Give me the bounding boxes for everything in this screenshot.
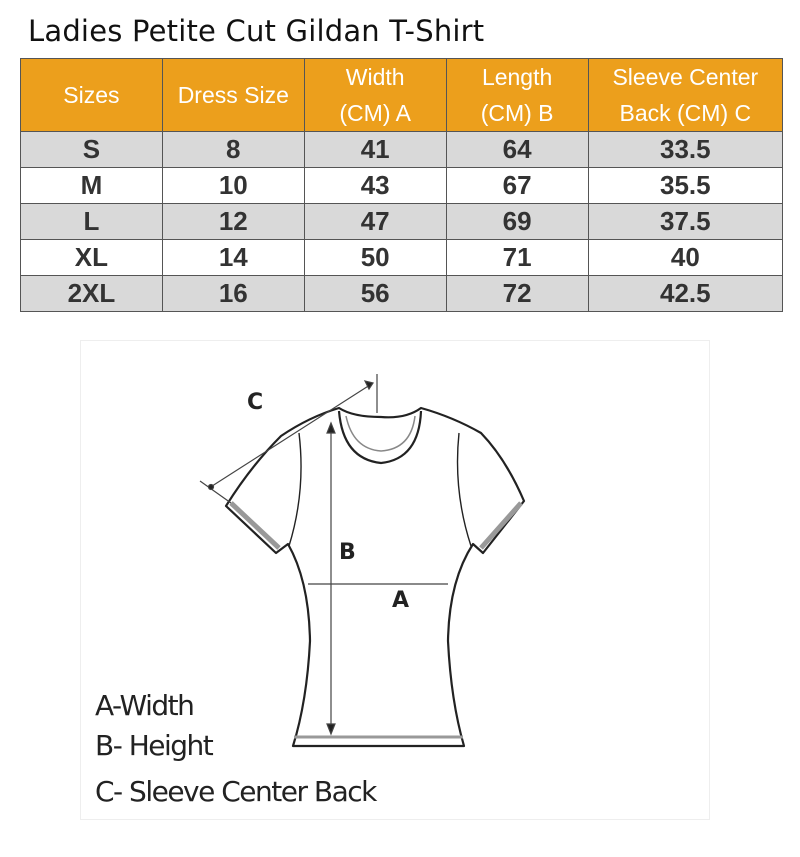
column-header-line: Dress Size [177, 82, 289, 108]
column-header: Length (CM) B [445, 58, 589, 132]
table-cell: 41 [303, 131, 447, 168]
label-b: B [339, 540, 356, 565]
table-cell: 50 [303, 239, 447, 276]
table-cell: L [20, 203, 163, 240]
tshirt-illustration: C B A [199, 374, 526, 748]
column-header-line: Back (CM) C [619, 100, 752, 126]
table-cell: M [20, 167, 163, 204]
label-a: A [392, 588, 409, 613]
table-cell: 71 [445, 239, 589, 276]
column-header-line: Width [345, 64, 405, 90]
legend-sleeve-center-back: C- Sleeve Center Back [95, 775, 377, 808]
table-row: 2XL 16 56 72 42.5 [20, 275, 784, 312]
table-cell: 37.5 [587, 203, 784, 240]
table-cell: 64 [445, 131, 589, 168]
label-c: C [247, 390, 263, 415]
table-row: S 8 41 64 33.5 [20, 131, 784, 168]
page-title: Ladies Petite Cut Gildan T-Shirt [28, 14, 485, 48]
table-cell: 69 [445, 203, 589, 240]
table-cell: 16 [161, 275, 305, 312]
column-header-line: Length [481, 64, 553, 90]
table-cell: 14 [161, 239, 305, 276]
column-header: Sleeve Center Back (CM) C [587, 58, 784, 132]
legend-width: A-Width [95, 689, 195, 722]
table-cell: 2XL [20, 275, 163, 312]
table-row: XL 14 50 71 40 [20, 239, 784, 276]
table-cell: XL [20, 239, 163, 276]
left-sleeve-seam [288, 432, 302, 547]
table-cell: 43 [303, 167, 447, 204]
column-header: Width (CM) A [303, 58, 447, 132]
collar-inner [345, 415, 416, 452]
table-cell: 33.5 [587, 131, 784, 168]
measure-c-line [208, 382, 374, 489]
column-header: Dress Size [161, 58, 305, 132]
table-cell: 72 [445, 275, 589, 312]
table-row: M 10 43 67 35.5 [20, 167, 784, 204]
table-cell: 67 [445, 167, 589, 204]
size-chart-table: Sizes Dress Size Width (CM) A Length (CM) B Sl… [20, 58, 784, 312]
table-cell: 10 [161, 167, 305, 204]
column-header-line: (CM) B [480, 100, 554, 126]
column-header-line: Sizes [63, 82, 120, 108]
table-cell: 47 [303, 203, 447, 240]
collar [337, 410, 423, 465]
table-cell: S [20, 131, 163, 168]
column-header: Sizes [20, 58, 163, 132]
table-cell: 12 [161, 203, 305, 240]
table-cell: 42.5 [587, 275, 784, 312]
column-header-line: (CM) A [339, 100, 411, 126]
right-cuff [479, 501, 523, 550]
table-header-row: Sizes Dress Size Width (CM) A Length (CM) B Sl… [20, 58, 784, 132]
column-header-line: Sleeve Center [612, 64, 759, 90]
legend-height: B- Height [95, 729, 214, 762]
right-sleeve-seam [456, 432, 472, 547]
tshirt-measurement-diagram: C B A A-Width B- Height C- Sleeve Center… [80, 340, 710, 820]
table-cell: 40 [587, 239, 784, 276]
tshirt-outline [224, 406, 526, 748]
left-cuff [229, 501, 281, 550]
table-cell: 8 [161, 131, 305, 168]
table-cell: 35.5 [587, 167, 784, 204]
table-row: L 12 47 69 37.5 [20, 203, 784, 240]
table-cell: 56 [303, 275, 447, 312]
